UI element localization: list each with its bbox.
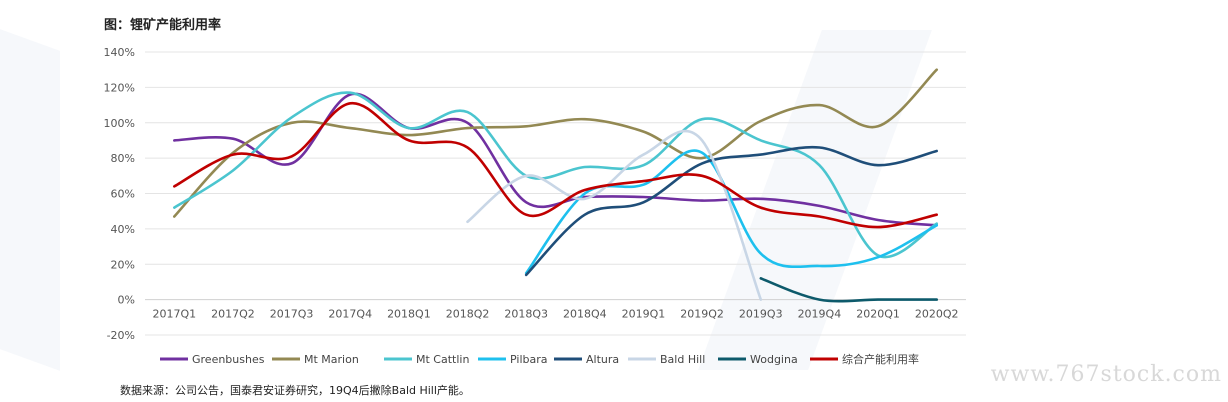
legend-entry: 综合产能利用率 bbox=[842, 352, 919, 366]
series-line-综合产能利用率 bbox=[173, 101, 938, 229]
y-tick-label: 60% bbox=[111, 188, 135, 201]
x-tick-label: 2018Q2 bbox=[446, 308, 490, 321]
legend-entry: Greenbushes bbox=[192, 353, 265, 366]
x-tick-label: 2019Q1 bbox=[622, 308, 666, 321]
source-note: 数据来源：公司公告，国泰君安证券研究，19Q4后撇除Bald Hill产能。 bbox=[120, 384, 470, 397]
y-tick-label: 80% bbox=[111, 152, 135, 165]
x-tick-label: 2020Q1 bbox=[856, 308, 900, 321]
x-tick-label: 2018Q4 bbox=[563, 308, 607, 321]
legend-entry: Pilbara bbox=[510, 353, 548, 366]
y-tick-label: 40% bbox=[111, 223, 135, 236]
legend-entry: Mt Marion bbox=[304, 353, 359, 366]
y-tick-label: 120% bbox=[104, 81, 135, 94]
series-line-greenbushes bbox=[173, 92, 938, 227]
x-tick-label: 2019Q4 bbox=[798, 308, 842, 321]
watermark: www.767stock.com bbox=[990, 362, 1222, 387]
legend-entry: Wodgina bbox=[750, 353, 798, 366]
chart-title: 图：锂矿产能利用率 bbox=[104, 18, 222, 33]
y-tick-label: 0% bbox=[118, 294, 135, 307]
x-tick-label: 2019Q2 bbox=[680, 308, 724, 321]
legend: Greenbushes Mt Marion Mt Cattlin Pilbara Alt… bbox=[160, 352, 919, 366]
series-lines bbox=[173, 68, 938, 303]
x-tick-label: 2017Q3 bbox=[270, 308, 314, 321]
legend-entry: Mt Cattlin bbox=[416, 353, 469, 366]
series-line-wodgina bbox=[759, 277, 938, 303]
series-line-mt-cattlin bbox=[173, 91, 938, 259]
x-tick-label: 2018Q3 bbox=[504, 308, 548, 321]
x-tick-label: 2020Q2 bbox=[915, 308, 959, 321]
x-axis-tick-labels: 2017Q1 2017Q2 2017Q3 2017Q4 2018Q1 2018Q2 2018… bbox=[152, 308, 958, 321]
y-tick-label: 20% bbox=[111, 258, 135, 271]
series-line-mt-marion bbox=[173, 68, 938, 218]
y-tick-label: 140% bbox=[104, 46, 135, 59]
x-tick-label: 2019Q3 bbox=[739, 308, 783, 321]
x-tick-label: 2018Q1 bbox=[387, 308, 431, 321]
y-axis-tick-labels: -20% 0% 20% 40% 60% 80% 100% 120% 140% bbox=[104, 46, 135, 342]
y-tick-label: 100% bbox=[104, 117, 135, 130]
grid-layer bbox=[145, 51, 966, 336]
x-tick-label: 2017Q1 bbox=[152, 308, 196, 321]
x-tick-label: 2017Q4 bbox=[328, 308, 372, 321]
y-tick-label: -20% bbox=[107, 329, 135, 342]
x-tick-label: 2017Q2 bbox=[211, 308, 255, 321]
series-line-bald-hill bbox=[466, 129, 763, 301]
series-line-altura bbox=[524, 145, 938, 277]
legend-entry: Altura bbox=[586, 353, 619, 366]
legend-entry: Bald Hill bbox=[660, 353, 705, 366]
